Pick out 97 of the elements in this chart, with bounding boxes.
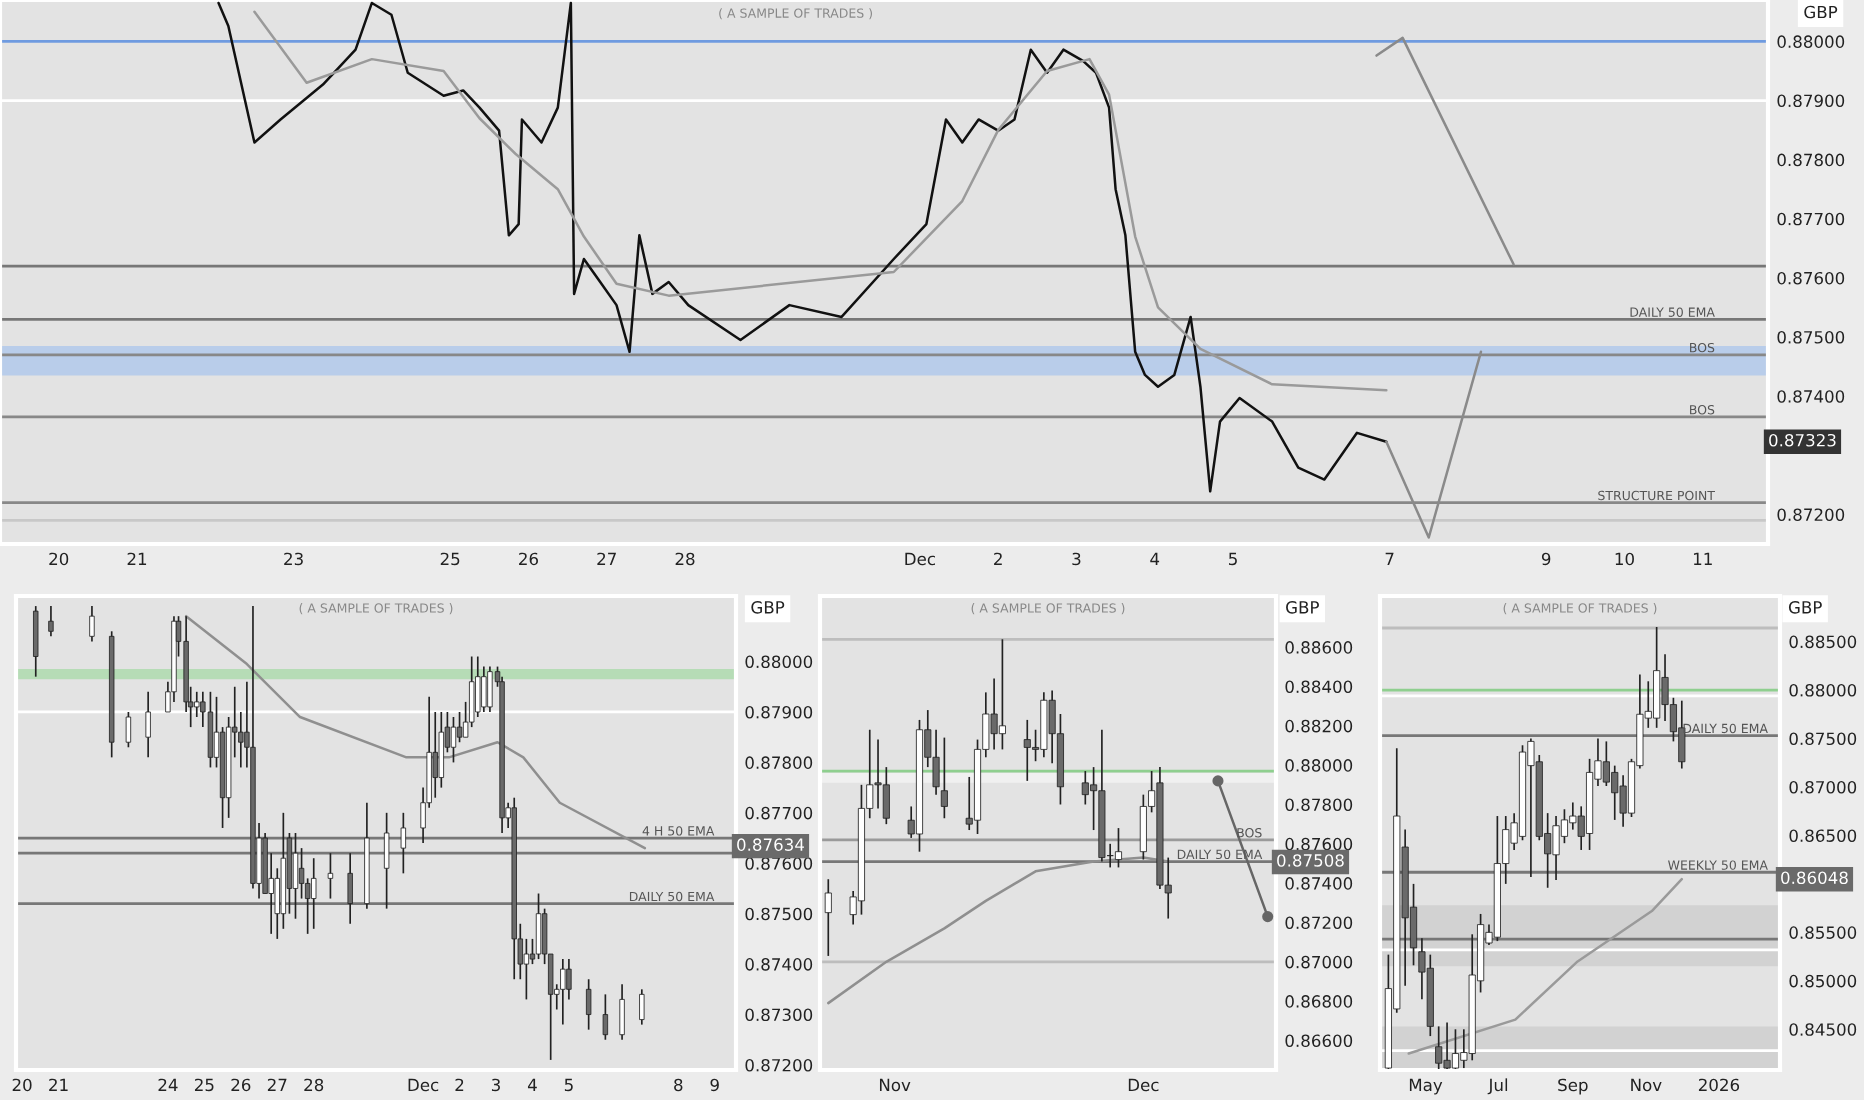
text: 0.87323: [1769, 433, 1836, 447]
x-tick-label: 23: [284, 552, 303, 566]
x-tick-label: May: [1409, 1078, 1443, 1095]
x-tick-label: 7: [1385, 552, 1394, 565]
y-tick-label: 0.87400: [745, 958, 813, 971]
y-tick-label: 0.86800: [1285, 995, 1353, 1008]
y-tick-label: 0.88200: [1285, 719, 1353, 733]
candlestick: [1435, 1025, 1443, 1070]
y-tick-label: 0.88600: [1285, 641, 1353, 654]
candlestick: [1569, 801, 1577, 831]
x-tick-label: 20: [49, 552, 69, 566]
y-tick-label: 0.87700: [745, 806, 813, 820]
y-tick-label: 0.87800: [1777, 153, 1845, 167]
x-tick-label: 21: [49, 1078, 68, 1091]
x-tick-label: 25: [440, 552, 460, 566]
candlestick: [1611, 764, 1619, 821]
line-series: [827, 856, 1170, 1005]
y-tick-label: 0.85000: [1789, 974, 1857, 988]
y-tick-label: 0.87400: [1285, 877, 1353, 890]
x-tick-label: 28: [675, 552, 695, 566]
x-tick-label: 20: [12, 1078, 32, 1092]
x-tick-label: 2026: [1698, 1078, 1740, 1092]
x-tick-label: 27: [597, 552, 616, 565]
candlestick: [1023, 719, 1031, 782]
text: GBP: [751, 601, 785, 614]
x-tick-label: 4: [1150, 552, 1160, 565]
x-tick-label: 9: [710, 1078, 719, 1092]
y-tick-label: 0.87600: [1285, 837, 1353, 851]
x-tick-label: 26: [231, 1078, 251, 1092]
y-tick-label: 0.84500: [1789, 1023, 1857, 1036]
candlestick: [1678, 699, 1686, 770]
x-tick-label: 27: [267, 1078, 287, 1091]
x-tick-label: Sep: [1558, 1078, 1588, 1095]
y-tick-label: 0.87200: [745, 1058, 813, 1072]
y-tick-label: 0.87200: [1777, 508, 1845, 521]
text: GBP: [1804, 5, 1838, 19]
x-tick-label: 5: [1229, 552, 1237, 566]
candlestick: [1443, 1021, 1451, 1070]
x-tick-label: 28: [304, 1078, 324, 1092]
candlestick: [990, 677, 998, 751]
line-series: [1407, 877, 1684, 1055]
y-tick-label: 0.87800: [745, 756, 813, 769]
y-tick-label: 0.88000: [1777, 35, 1845, 48]
text: 0.87634: [737, 838, 804, 851]
candlestick: [998, 638, 1006, 751]
x-tick-label: 9: [1541, 552, 1551, 566]
x-tick-label: 8: [674, 1078, 683, 1092]
text: GBP: [1788, 601, 1822, 614]
y-tick-label: 0.87500: [1777, 331, 1845, 344]
candlestick: [1552, 815, 1560, 881]
y-tick-label: 0.86500: [1789, 829, 1857, 842]
x-tick-label: Dec: [1128, 1078, 1159, 1092]
y-tick-label: 0.86600: [1285, 1034, 1353, 1048]
candlestick: [1527, 737, 1535, 878]
y-tick-label: 0.87500: [745, 907, 813, 921]
x-tick-label: 21: [127, 552, 147, 565]
x-tick-label: 3: [1072, 552, 1081, 566]
candlestick: [1139, 793, 1147, 861]
y-tick-label: 0.87900: [1777, 94, 1845, 108]
y-tick-label: 0.87500: [1789, 732, 1857, 746]
candlestick: [1081, 770, 1089, 806]
x-tick-label: 10: [1615, 552, 1634, 566]
y-tick-label: 0.85500: [1789, 926, 1857, 939]
y-tick-label: 0.87600: [1777, 271, 1845, 285]
x-tick-label: 3: [491, 1078, 500, 1092]
y-tick-label: 0.88500: [1789, 635, 1857, 649]
y-tick-label: 0.88000: [745, 655, 813, 669]
y-tick-label: 0.88000: [1285, 759, 1353, 772]
y-tick-label: 0.88400: [1285, 680, 1353, 694]
x-tick-label: Nov: [1631, 1078, 1662, 1092]
x-tick-label: 11: [1693, 552, 1712, 565]
text: GBP: [1286, 601, 1319, 614]
y-tick-label: 0.87200: [1285, 916, 1353, 930]
x-tick-label: 25: [194, 1078, 214, 1092]
y-tick-label: 0.87300: [745, 1008, 813, 1022]
text: 0.87508: [1277, 854, 1344, 867]
y-tick-label: 0.87000: [1789, 780, 1857, 794]
x-tick-label: Dec: [408, 1078, 439, 1092]
candlestick: [882, 766, 890, 825]
x-tick-label: 4: [527, 1078, 537, 1091]
x-tick-label: 26: [519, 552, 538, 566]
x-tick-label: 5: [564, 1078, 573, 1092]
x-tick-label: Jul: [1487, 1078, 1508, 1095]
x-tick-label: 2: [455, 1078, 464, 1091]
x-tick-label: Dec: [905, 552, 935, 566]
y-tick-label: 0.87000: [1285, 955, 1353, 969]
candlestick: [1114, 827, 1122, 869]
y-tick-label: 0.88000: [1789, 683, 1857, 697]
candlestick: [940, 736, 948, 820]
y-tick-label: 0.87800: [1285, 798, 1353, 812]
text: 0.86048: [1781, 871, 1848, 885]
y-tick-label: 0.87900: [745, 705, 813, 719]
y-tick-label: 0.87700: [1777, 212, 1845, 226]
x-tick-label: Nov: [879, 1078, 911, 1092]
x-tick-label: 2: [994, 552, 1002, 565]
y-tick-label: 0.87400: [1777, 390, 1845, 403]
x-tick-label: 24: [158, 1078, 178, 1091]
